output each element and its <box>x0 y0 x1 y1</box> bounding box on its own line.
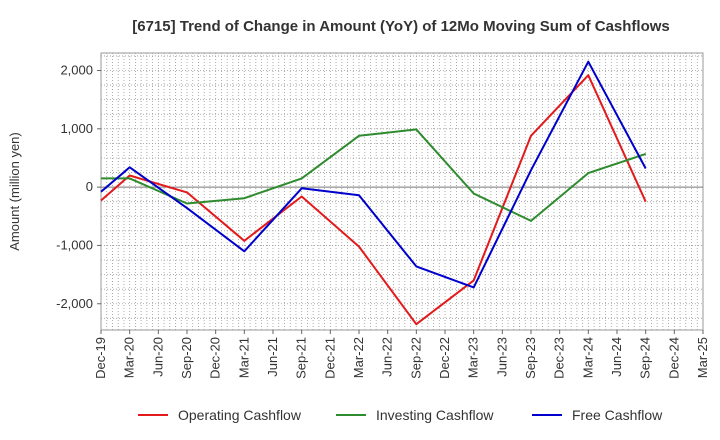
x-tick-label: Mar-24 <box>580 337 595 378</box>
x-tick-label: Mar-22 <box>351 337 366 378</box>
y-tick-label: 1,000 <box>60 121 93 136</box>
series-line-free-cashflow <box>100 60 647 289</box>
x-tick-label: Jun-21 <box>265 337 280 377</box>
grid-layer <box>100 52 704 331</box>
legend-label: Operating Cashflow <box>178 407 302 423</box>
x-tick-label: Mar-25 <box>695 337 710 378</box>
x-tick-label: Mar-21 <box>236 337 251 378</box>
x-tick-label: Dec-23 <box>552 337 567 379</box>
x-tick-label: Jun-22 <box>380 337 395 377</box>
y-axis-title: Amount (million yen) <box>7 132 22 251</box>
x-tick-label: Sep-20 <box>179 337 194 379</box>
x-tick-label: Jun-23 <box>494 337 509 377</box>
x-tick-label: Jun-24 <box>609 337 624 377</box>
y-tick-label: -2,000 <box>56 296 93 311</box>
legend-label: Investing Cashflow <box>376 407 494 423</box>
y-tick-label: 0 <box>86 179 93 194</box>
legend: Operating Cashflow Investing Cashflow Free… <box>138 407 663 423</box>
x-tick-label: Mar-20 <box>122 337 137 378</box>
axis-layer: 2,000 1,000 0 -1,000 -2,000 Dec-19 Mar-20 Jun-2… <box>7 62 710 378</box>
x-tick-label: Dec-22 <box>437 337 452 379</box>
x-tick-label: Dec-24 <box>666 337 681 379</box>
legend-label: Free Cashflow <box>572 407 663 423</box>
x-tick-label: Sep-21 <box>294 337 309 379</box>
chart-title: [6715] Trend of Change in Amount (YoY) o… <box>132 18 670 35</box>
series-line-operating-cashflow <box>100 74 647 326</box>
x-tick-label: Sep-22 <box>408 337 423 379</box>
plot-area <box>100 52 704 331</box>
x-tick-label: Dec-21 <box>322 337 337 379</box>
x-tick-label: Sep-23 <box>523 337 538 379</box>
series-layer <box>100 60 647 326</box>
x-tick-label: Dec-19 <box>93 337 108 379</box>
y-tick-label: -1,000 <box>56 237 93 252</box>
x-tick-label: Mar-23 <box>466 337 481 378</box>
x-tick-label: Sep-24 <box>638 337 653 379</box>
x-tick-label: Jun-20 <box>150 337 165 377</box>
x-tick-label: Dec-20 <box>208 337 223 379</box>
y-tick-label: 2,000 <box>60 62 93 77</box>
